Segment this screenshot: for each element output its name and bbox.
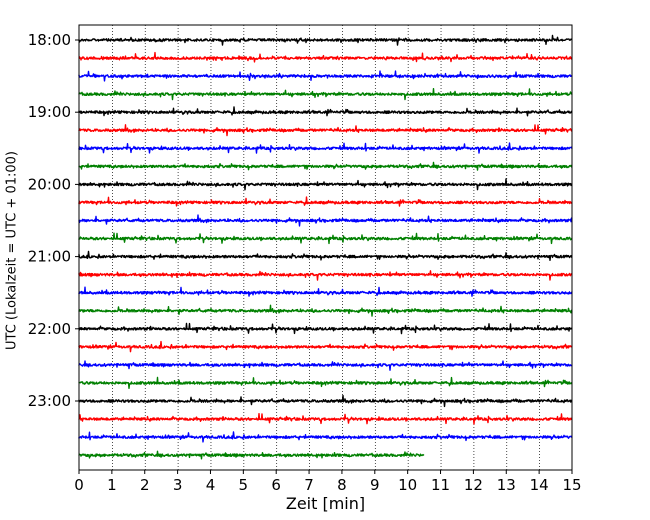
trace-2130 <box>78 286 573 297</box>
axis-ticks: 0 1 2 3 4 5 6 7 8 9 10 11 12 13 14 1518:0019:0020:0021:… <box>28 31 582 494</box>
trace-2245 <box>78 376 573 389</box>
y-tick-label: 20:00 <box>28 175 71 193</box>
x-tick-label: 4 <box>206 476 216 494</box>
plot-frame <box>78 24 573 471</box>
trace-2145 <box>78 304 573 317</box>
x-tick-label: 14 <box>530 476 549 494</box>
trace-2315 <box>78 413 573 425</box>
trace-1800 <box>78 34 573 46</box>
trace-1900 <box>78 106 573 117</box>
trace-2300 <box>78 394 573 408</box>
x-tick-label: 7 <box>304 476 314 494</box>
x-tick-label: 0 <box>74 476 84 494</box>
trace-2015 <box>78 196 573 207</box>
trace-1930 <box>78 142 573 154</box>
y-tick-label: 19:00 <box>28 103 71 121</box>
trace-2030 <box>78 214 573 227</box>
x-tick-label: 5 <box>239 476 249 494</box>
trace-2115 <box>78 270 573 281</box>
trace-2215 <box>78 340 573 353</box>
grid <box>112 25 540 470</box>
trace-1945 <box>78 161 573 171</box>
x-tick-label: 13 <box>497 476 516 494</box>
y-tick-label: 21:00 <box>28 248 71 266</box>
trace-2200 <box>78 322 573 335</box>
x-axis-title: Zeit [min] <box>286 494 365 513</box>
x-tick-label: 9 <box>370 476 380 494</box>
y-tick-label: 23:00 <box>28 392 71 410</box>
trace-2230 <box>78 360 573 371</box>
trace-1915 <box>78 124 573 137</box>
x-tick-label: 1 <box>107 476 117 494</box>
x-tick-label: 6 <box>271 476 281 494</box>
trace-2100 <box>78 250 573 261</box>
trace-1830 <box>78 70 573 82</box>
x-tick-label: 12 <box>464 476 483 494</box>
y-tick-label: 22:00 <box>28 320 71 338</box>
trace-2045 <box>78 232 573 245</box>
x-tick-label: 3 <box>173 476 183 494</box>
traces <box>78 34 573 460</box>
trace-2000 <box>78 178 573 191</box>
x-tick-label: 15 <box>562 476 581 494</box>
y-axis-title: UTC (Lokalzeit = UTC + 01:00) <box>5 151 20 350</box>
trace-2345 <box>78 450 425 460</box>
y-tick-label: 18:00 <box>28 31 71 49</box>
trace-1845 <box>78 88 573 101</box>
x-tick-label: 2 <box>140 476 150 494</box>
trace-2330 <box>78 431 573 443</box>
x-tick-label: 10 <box>398 476 417 494</box>
trace-1815 <box>78 51 573 63</box>
x-tick-label: 11 <box>431 476 450 494</box>
x-tick-label: 8 <box>337 476 347 494</box>
